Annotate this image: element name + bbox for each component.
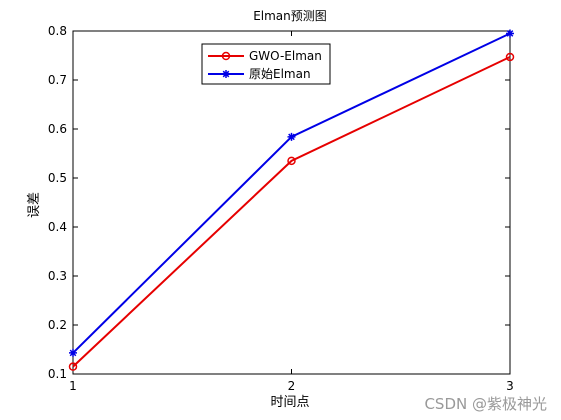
legend-item: GWO-Elman	[208, 49, 322, 63]
y-tick-label: 0.2	[48, 318, 67, 332]
plot-area	[72, 30, 511, 375]
y-tick-label: 0.8	[48, 24, 67, 38]
x-tick-label: 3	[506, 379, 514, 393]
y-tick-label: 0.5	[48, 171, 67, 185]
watermark: CSDN @紫极神光	[424, 395, 547, 413]
y-tick-label: 0.4	[48, 220, 67, 234]
legend-box	[201, 43, 331, 85]
legend-label: 原始Elman	[249, 67, 311, 81]
y-tick-label: 0.3	[48, 269, 67, 283]
chart-title: Elman预测图	[253, 9, 327, 23]
legend-marker	[221, 51, 231, 61]
x-axis-label: 时间点	[270, 395, 309, 410]
legend-item: 原始Elman	[208, 67, 311, 81]
legend-marker	[222, 70, 230, 78]
data-point	[506, 29, 514, 38]
x-tick-label: 1	[69, 379, 77, 393]
y-tick-label: 0.1	[48, 367, 67, 381]
series-line	[72, 56, 511, 368]
x-tick-label: 2	[288, 379, 296, 393]
data-point	[287, 156, 296, 166]
y-tick-label: 0.6	[48, 122, 67, 136]
legend-label: GWO-Elman	[249, 49, 322, 63]
y-axis: 0.1 0.2 0.3 0.4 0.5 0.6 0.7 0.8	[48, 24, 510, 381]
series-1	[68, 52, 515, 371]
series-2	[69, 29, 514, 357]
data-point	[68, 362, 78, 371]
y-axis-label: 误差	[27, 192, 42, 218]
data-point	[287, 132, 296, 141]
legend: GWO-Elman 原始Elman	[201, 43, 331, 85]
data-point	[505, 52, 515, 62]
series-group	[68, 29, 515, 371]
y-tick-label: 0.7	[48, 73, 67, 87]
data-point	[69, 348, 77, 357]
